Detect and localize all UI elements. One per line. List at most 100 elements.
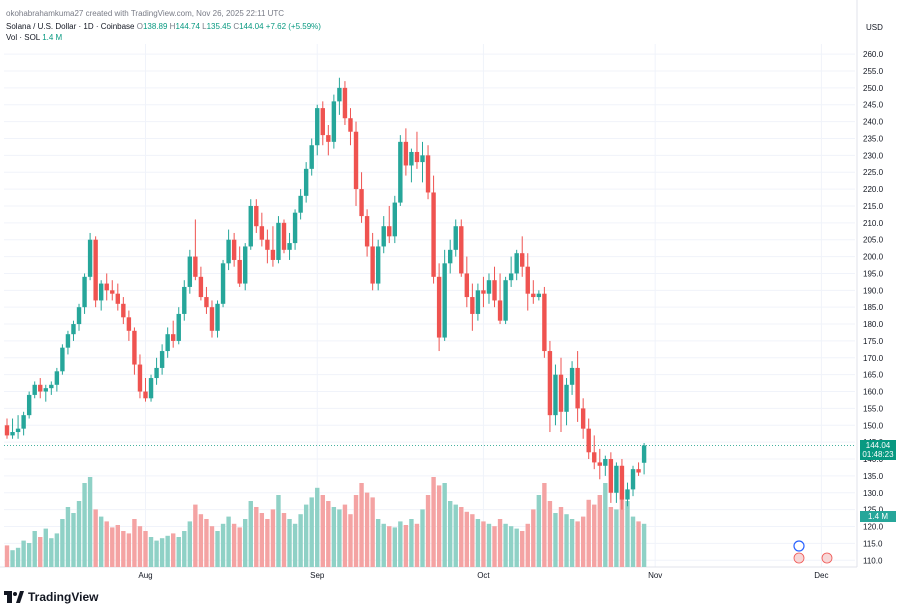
candle-body [531,293,536,298]
candle-body [619,465,625,500]
candle-body [237,259,242,284]
open-label: O [136,22,143,31]
volume-bar [93,509,98,567]
volume-bar [215,531,220,567]
high-label: H [169,22,176,31]
event-flag-icon [821,552,833,564]
candle-body [270,249,276,260]
volume-bar [193,504,198,567]
volume-bar [331,507,337,567]
candle-body [193,256,198,277]
volume-bar [625,501,630,567]
candle-body [564,384,569,412]
candle-body [98,283,104,301]
volume-bar [464,511,470,567]
volume-bar [420,509,425,567]
candle-body [641,445,647,463]
candle-body [414,151,420,163]
open-value: 138.89 [142,22,168,31]
y-tick-label: 215.0 [863,202,884,211]
low-label: L [202,22,207,31]
volume-bar [608,507,614,567]
y-tick-label: 125.0 [863,506,884,515]
symbol-header: Solana / U.S. Dollar · 1D · Coinbase O13… [6,22,321,32]
candle-body [403,141,409,166]
volume-bar [603,483,608,567]
volume-bar [98,516,104,567]
candle-body [254,205,259,227]
candle-body [636,469,641,473]
volume-bar [575,521,580,567]
volume-bar [26,543,32,567]
volume-bar [276,495,281,567]
volume-bar [121,531,126,567]
x-tick-label: Oct [477,571,490,580]
y-tick-label: 185.0 [863,303,884,312]
candle-body [159,351,165,368]
candle-body [580,408,586,429]
candle-body [137,364,143,392]
candle-body [520,253,525,267]
currency-label[interactable]: USD [866,23,883,32]
volume-bar [265,519,270,567]
candle-body [553,374,558,416]
volume-bar [148,537,154,567]
candle-body [49,384,54,389]
volume-bar [187,521,193,567]
candle-body [226,239,231,264]
candle-body [60,347,65,372]
chart-caption: okohabrahamkuma27 created with TradingVi… [6,9,285,18]
x-tick-label: Aug [138,571,152,580]
volume-bar [569,519,575,567]
candle-body [71,324,76,335]
candle-body [309,145,314,169]
volume-label[interactable]: Vol · SOL [6,33,40,42]
y-tick-label: 230.0 [863,151,884,160]
volume-bar [209,526,215,567]
volume-bar [254,507,259,567]
volume-bar [326,501,331,567]
low-value: 135.45 [206,22,232,31]
candle-body [608,459,614,493]
candle-body [470,297,475,314]
volume-bar [508,526,514,567]
volume-bar [76,501,82,567]
volume-bar [10,550,15,567]
candle-body [82,276,87,308]
volume-bar [220,523,226,567]
candle-body [87,239,93,277]
candle-body [475,290,481,314]
volume-bar [436,485,442,567]
candle-body [171,334,176,341]
volume-bar [409,519,414,567]
volume-bar [43,528,48,567]
candle-body [248,205,253,247]
tradingview-logo[interactable]: TradingView [4,590,98,604]
symbol-title[interactable]: Solana / U.S. Dollar · 1D · Coinbase [6,22,135,31]
volume-bar [154,540,159,567]
volume-bar [248,501,253,567]
volume-bar [641,523,647,567]
volume-bar [60,519,65,567]
candle-body [154,367,159,379]
candle-body [303,168,309,196]
candle-body [486,280,492,294]
candle-body [43,388,48,392]
volume-bar [165,535,170,567]
volume-bar [303,504,309,567]
candle-body [409,151,414,166]
y-tick-label: 180.0 [863,320,884,329]
volume-bar [636,521,641,567]
volume-bar [54,533,60,567]
y-tick-label: 250.0 [863,84,884,93]
volume-bar [259,513,265,567]
candle-body [453,226,458,250]
volume-bar [292,523,298,567]
volume-bar [558,507,564,567]
volume-bar [459,507,464,567]
volume-bar [243,519,248,567]
countdown-value: 01:48:23 [862,450,894,459]
volume-bar [525,523,530,567]
candle-body [243,246,248,284]
